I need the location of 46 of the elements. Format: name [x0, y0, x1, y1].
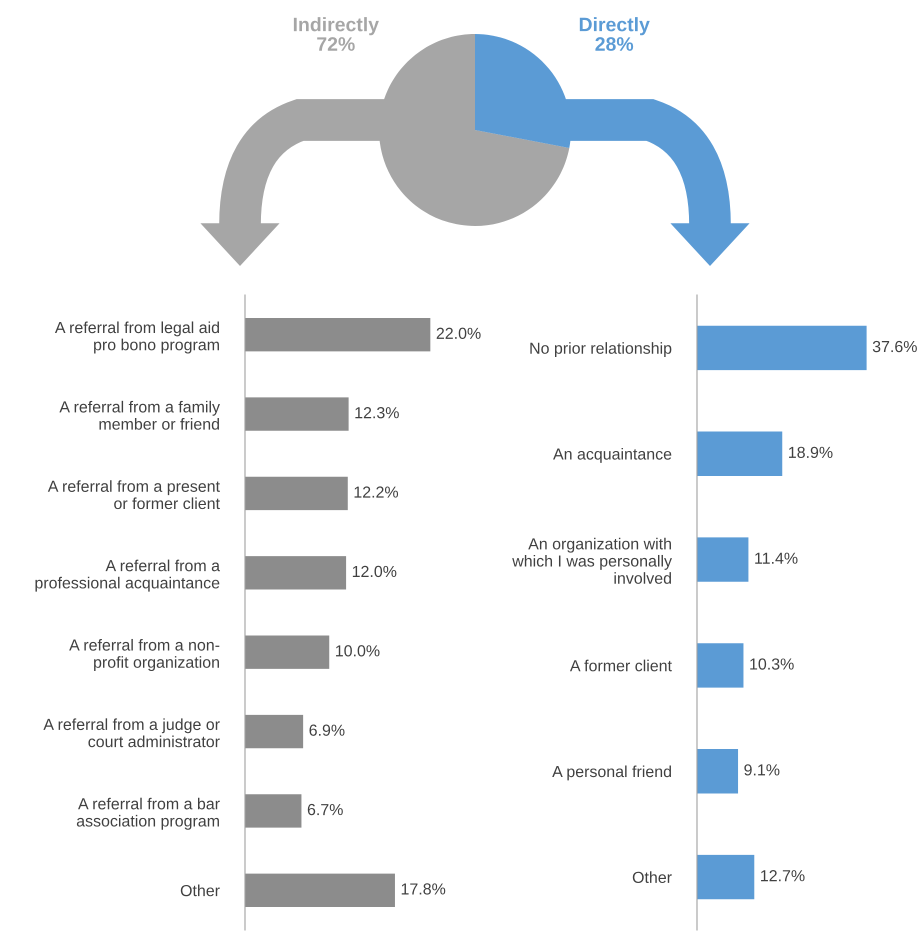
- bar: [697, 749, 738, 794]
- y-tick-label: A former client: [570, 660, 672, 672]
- y-tick-label: A referral from legal aid pro bono program: [54, 321, 219, 354]
- data-label: 6.7%: [308, 804, 343, 816]
- data-label: 12.2%: [354, 486, 398, 498]
- y-tick-label: No prior relationship: [530, 342, 672, 358]
- bar: [245, 874, 395, 907]
- y-tick-label: A referral from a bar association program: [76, 798, 220, 830]
- bar: [245, 714, 304, 748]
- bar: [697, 854, 754, 900]
- y-tick-label: An acquaintance: [553, 448, 672, 463]
- data-label: 12.0%: [352, 566, 396, 578]
- data-label: 10.3%: [750, 658, 794, 670]
- bar: [245, 318, 430, 352]
- y-tick-label: A personal friend: [552, 765, 671, 780]
- y-tick-label: A referral from a judge or court administrator: [43, 718, 220, 748]
- y-tick-label: Other: [180, 884, 220, 896]
- y-tick-label: A referral from a present or former client: [48, 480, 220, 510]
- bar: [697, 326, 867, 370]
- bar: [697, 537, 748, 582]
- bar: [245, 397, 349, 431]
- bar: [245, 794, 302, 828]
- data-label: 12.3%: [355, 407, 399, 418]
- data-label: 18.9%: [789, 446, 833, 458]
- bar: [245, 556, 346, 590]
- data-label: 28%: [595, 37, 634, 51]
- data-label: 17.8%: [402, 883, 446, 895]
- data-label: 10.0%: [336, 645, 380, 656]
- data-label: 22.0%: [436, 328, 481, 339]
- data-label: 11.4%: [755, 552, 798, 564]
- bar: [697, 432, 782, 476]
- slice-label: Indirectly: [294, 17, 379, 36]
- bar: [245, 636, 330, 669]
- data-label: 37.6%: [872, 340, 917, 352]
- y-tick-label: A referral from a family member or friend: [59, 400, 220, 430]
- y-tick-label: An organization with which I was personally involved: [512, 538, 672, 584]
- y-tick-label: A referral from a professional acquaintance: [35, 560, 220, 592]
- slice-label: Directly: [580, 17, 650, 36]
- bar: [245, 476, 348, 510]
- y-tick-label: A referral from a non- profit organization: [69, 638, 220, 672]
- data-label: 6.9%: [310, 724, 345, 736]
- data-label: 9.1%: [744, 764, 780, 776]
- data-label: 12.7%: [761, 870, 805, 882]
- data-label: 72%: [317, 37, 355, 51]
- bar: [697, 643, 744, 688]
- y-tick-label: Other: [632, 871, 672, 884]
